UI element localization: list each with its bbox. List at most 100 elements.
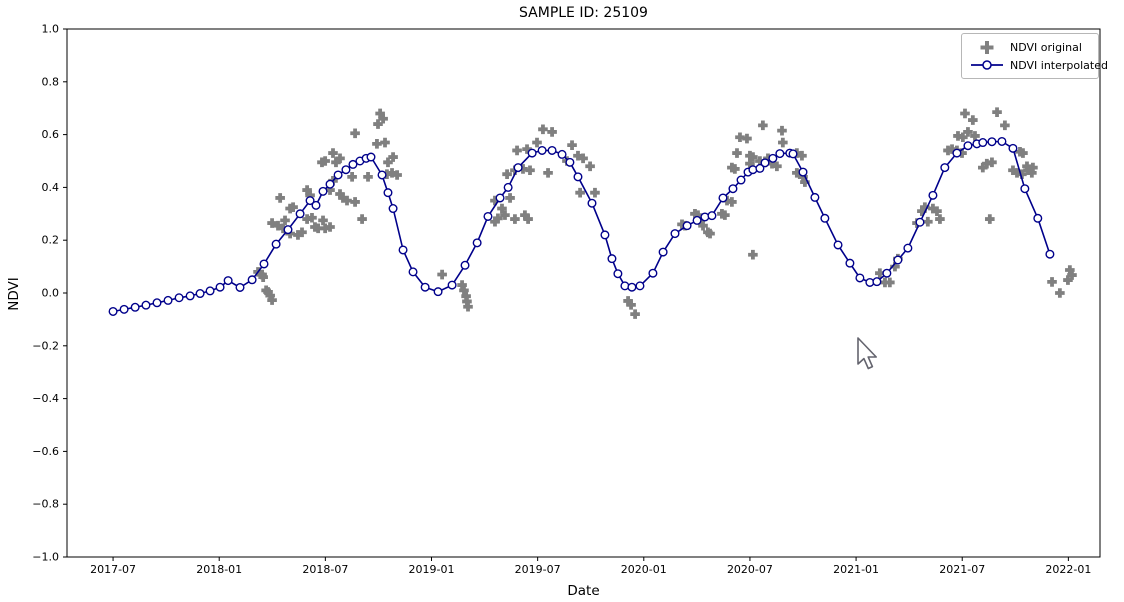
x-tick-label: 2018-07: [302, 563, 348, 576]
scatter-point: [267, 218, 277, 228]
line-marker: [472, 238, 482, 248]
x-tick-label: 2021-07: [939, 563, 985, 576]
scatter-point: [798, 172, 808, 182]
scatter-point: [382, 169, 392, 179]
scatter-point: [755, 156, 765, 166]
scatter-point: [880, 277, 890, 288]
scatter-point: [920, 202, 930, 212]
line-marker: [185, 291, 195, 301]
scatter-point: [742, 133, 752, 144]
line-marker: [460, 260, 470, 270]
scatter-point: [293, 230, 303, 240]
line-marker: [398, 245, 408, 255]
line-marker: [620, 281, 630, 291]
scatter-point: [335, 153, 345, 164]
line-marker: [760, 158, 770, 168]
mouse-cursor-icon: [857, 337, 878, 370]
scatter-point: [1000, 120, 1010, 131]
scatter-point: [510, 214, 520, 224]
scatter-point: [263, 287, 273, 297]
scatter-point: [953, 131, 963, 141]
scatter-point: [258, 272, 268, 282]
y-tick-label: −1.0: [32, 551, 59, 564]
scatter-point: [325, 222, 335, 232]
line-marker: [893, 255, 903, 265]
scatter-point: [267, 295, 277, 305]
line-marker: [997, 136, 1007, 146]
line-marker: [915, 217, 925, 227]
scatter-point: [772, 161, 782, 172]
line-marker: [728, 184, 738, 194]
scatter-point: [1065, 265, 1075, 275]
line-marker: [223, 276, 233, 286]
scatter-point: [585, 161, 595, 172]
scatter-point: [457, 280, 467, 290]
scatter-point: [538, 124, 548, 135]
scatter-point: [777, 125, 787, 136]
scatter-point: [335, 189, 345, 199]
scatter-point: [763, 153, 773, 164]
scatter-point: [378, 113, 388, 124]
scatter-point: [372, 139, 382, 149]
line-marker: [1008, 143, 1018, 153]
scatter-point: [978, 162, 988, 173]
scatter-point: [463, 301, 473, 312]
scatter-point: [992, 107, 1002, 117]
scatter-point: [547, 127, 557, 137]
scatter-point: [328, 148, 338, 158]
x-tick-label: 2020-01: [621, 563, 667, 576]
line-marker: [333, 170, 343, 180]
scatter-point: [318, 215, 328, 226]
scatter-point: [1027, 168, 1037, 178]
scatter-point: [963, 127, 973, 137]
scatter-point: [890, 261, 900, 272]
legend: NDVI original NDVI interpolated: [961, 33, 1108, 79]
scatter-point: [573, 150, 583, 161]
scatter-point: [928, 203, 938, 214]
scatter-point: [280, 215, 290, 226]
scatter-point: [720, 210, 730, 220]
scatter-point: [497, 203, 507, 214]
line-marker: [587, 198, 597, 208]
scatter-point: [387, 168, 397, 178]
interpolated-line: [112, 140, 1051, 313]
scatter-point: [885, 277, 895, 288]
scatter-point: [288, 202, 298, 212]
line-marker: [305, 196, 315, 206]
scatter-point: [630, 309, 640, 319]
scatter-point: [461, 291, 471, 301]
line-marker: [565, 157, 575, 167]
legend-label-interpolated: NDVI interpolated: [1010, 58, 1108, 72]
line-marker: [295, 209, 305, 219]
scatter-point: [923, 216, 933, 227]
line-marker: [547, 145, 557, 155]
scatter-point: [917, 206, 927, 216]
line-marker: [855, 273, 865, 283]
line-marker: [635, 281, 645, 291]
scatter-point: [307, 212, 317, 223]
scatter-point: [313, 223, 323, 234]
scatter-point: [1047, 277, 1057, 287]
line-marker: [503, 182, 513, 192]
y-tick-label: 0.0: [42, 287, 60, 300]
y-tick-label: 0.8: [42, 75, 60, 88]
line-marker: [682, 221, 692, 231]
y-tick-label: 1.0: [42, 23, 60, 36]
line-marker: [648, 268, 658, 278]
line-marker: [692, 215, 702, 225]
scatter-point: [1012, 168, 1022, 178]
scatter-point: [373, 119, 383, 129]
line-marker: [872, 277, 882, 287]
scatter-point: [350, 197, 360, 207]
legend-item-original: NDVI original: [969, 38, 1091, 56]
scatter-point: [698, 220, 708, 231]
line-marker: [928, 190, 938, 200]
line-marker: [810, 192, 820, 202]
scatter-point: [623, 296, 633, 306]
line-marker: [1033, 213, 1043, 223]
line-marker: [108, 306, 118, 316]
line-marker: [141, 300, 151, 310]
scatter-point: [748, 249, 758, 260]
scatter-point: [578, 153, 588, 164]
